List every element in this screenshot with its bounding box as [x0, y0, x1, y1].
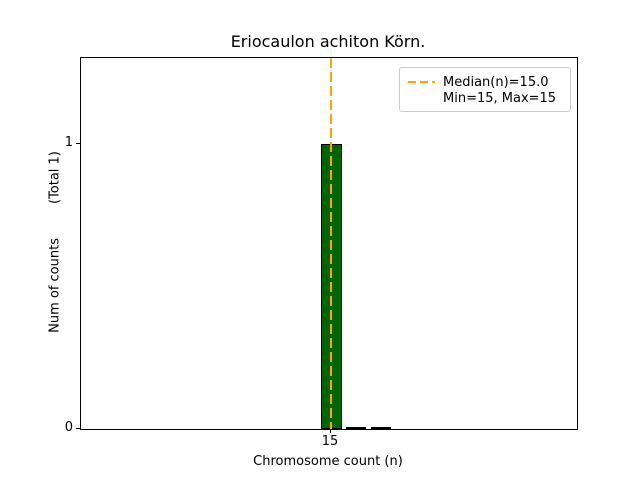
- x-tick-label-15: 15: [321, 434, 339, 449]
- y-tick-label-1: 1: [64, 135, 73, 150]
- plot-area: Median(n)=15.0 Min=15, Max=15: [80, 57, 578, 430]
- legend-row-median: Median(n)=15.0: [408, 74, 562, 90]
- legend-sample-placeholder: [408, 97, 435, 99]
- legend-label-median: Median(n)=15.0: [443, 74, 549, 90]
- y-tick-mark-1: [76, 143, 80, 144]
- y-axis-total-text: (Total 1): [47, 151, 63, 205]
- y-axis-label-text: Num of counts: [47, 238, 63, 333]
- y-axis-label: Num of counts (Total 1): [47, 151, 63, 333]
- median-dash-sample-icon: [408, 81, 435, 83]
- zero-height-bar: [371, 427, 391, 429]
- y-tick-mark-0: [76, 428, 80, 429]
- legend-label-minmax: Min=15, Max=15: [443, 90, 557, 106]
- chart-title: Eriocaulon achiton Körn.: [230, 32, 426, 51]
- legend-row-minmax: Min=15, Max=15: [408, 90, 562, 106]
- y-tick-label-0: 0: [64, 420, 73, 435]
- legend: Median(n)=15.0 Min=15, Max=15: [399, 67, 571, 112]
- median-line: [330, 58, 332, 429]
- x-axis-label: Chromosome count (n): [253, 454, 403, 469]
- x-tick-mark-15: [330, 429, 331, 433]
- zero-height-bar: [346, 427, 366, 429]
